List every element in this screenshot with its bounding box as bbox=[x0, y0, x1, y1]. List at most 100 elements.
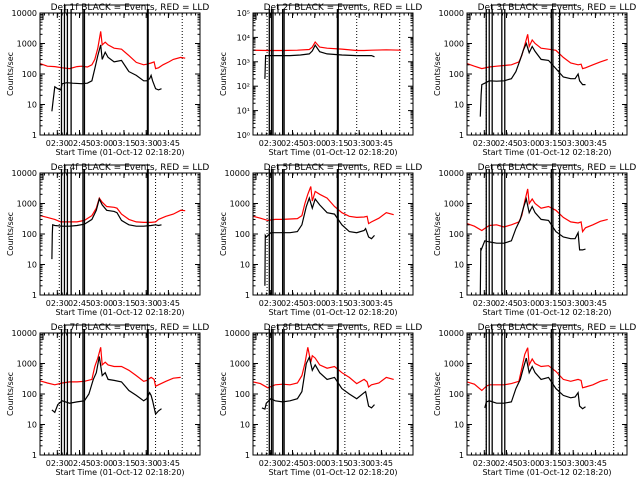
plot-frame bbox=[252, 172, 414, 296]
x-tick-label: 03:00 bbox=[90, 139, 113, 148]
y-tick-label: 100 bbox=[449, 70, 464, 79]
x-tick-label: 03:45 bbox=[584, 459, 607, 468]
panel-title: Det 5f BLACK = Events, RED = LLD bbox=[264, 163, 423, 173]
y-tick-label: 100 bbox=[235, 230, 250, 239]
panel-title: Det 1f BLACK = Events, RED = LLD bbox=[51, 3, 210, 13]
x-tick-label: 03:45 bbox=[370, 299, 393, 308]
y-tick-label: 1 bbox=[245, 291, 250, 300]
x-tick-label: 03:30 bbox=[135, 299, 158, 308]
y-tick-label: 1000 bbox=[17, 40, 37, 49]
y-tick-label: 100 bbox=[235, 390, 250, 399]
y-tick-label: 100 bbox=[22, 390, 37, 399]
panel-title: Det 9f BLACK = Events, RED = LLD bbox=[478, 323, 637, 333]
x-tick-label: 03:30 bbox=[348, 459, 371, 468]
y-tick-label: 10000 bbox=[439, 329, 464, 338]
y-tick-label: 1000 bbox=[17, 360, 37, 369]
y-tick-label: 10000 bbox=[12, 9, 37, 18]
x-tick-label: 03:00 bbox=[517, 459, 540, 468]
panel-title: Det 7f BLACK = Events, RED = LLD bbox=[51, 323, 210, 333]
lld-series-line bbox=[39, 31, 186, 70]
x-tick-label: 03:45 bbox=[584, 299, 607, 308]
lld-series-line bbox=[252, 186, 394, 225]
y-tick-label: 100 bbox=[449, 230, 464, 239]
x-axis-title: Start Time (01-Oct-12 02:18:20) bbox=[482, 148, 611, 157]
panel-det-6: Det 6f BLACK = Events, RED = LLD 1 10 100 10… bbox=[433, 163, 636, 317]
x-tick-label: 02:30 bbox=[473, 139, 496, 148]
y-axis-title: Counts/sec bbox=[433, 372, 442, 416]
y-tick-label: 100 bbox=[449, 390, 464, 399]
plot-frame bbox=[252, 12, 414, 136]
x-axis-title: Start Time (01-Oct-12 02:18:20) bbox=[55, 468, 184, 477]
y-axis-title: Counts/sec bbox=[219, 372, 228, 416]
x-tick-label: 03:15 bbox=[325, 139, 348, 148]
x-tick-label: 03:00 bbox=[303, 459, 326, 468]
x-tick-label: 02:45 bbox=[495, 139, 518, 148]
panel-det-3: Det 3f BLACK = Events, RED = LLD 1 10 100 10… bbox=[433, 3, 636, 157]
events-series-line bbox=[479, 196, 586, 296]
x-tick-label: 03:45 bbox=[157, 299, 180, 308]
y-tick-label: 1 bbox=[245, 451, 250, 460]
y-tick-label: 1000 bbox=[17, 200, 37, 209]
x-tick-label: 03:45 bbox=[370, 139, 393, 148]
plot-frame bbox=[466, 172, 628, 296]
panel-title: Det 4f BLACK = Events, RED = LLD bbox=[51, 163, 210, 173]
y-tick-label: 10000 bbox=[12, 169, 37, 178]
y-tick-label: 10³ bbox=[237, 58, 250, 67]
y-tick-label: 10 bbox=[240, 261, 250, 270]
x-tick-label: 02:45 bbox=[495, 299, 518, 308]
panel-det-1: Det 1f BLACK = Events, RED = LLD 1 10 100 10… bbox=[6, 3, 209, 157]
y-tick-label: 100 bbox=[22, 70, 37, 79]
y-axis-title: Counts/sec bbox=[6, 212, 15, 256]
y-tick-label: 1 bbox=[459, 291, 464, 300]
x-tick-label: 03:30 bbox=[135, 459, 158, 468]
y-tick-label: 10⁵ bbox=[237, 9, 250, 18]
events-series-line bbox=[51, 197, 162, 260]
x-tick-label: 02:45 bbox=[281, 299, 304, 308]
x-tick-label: 03:45 bbox=[370, 459, 393, 468]
x-tick-label: 03:30 bbox=[348, 139, 371, 148]
y-axis-title: Counts/sec bbox=[219, 212, 228, 256]
lld-series-line bbox=[39, 196, 186, 224]
events-series-line bbox=[51, 44, 162, 112]
x-tick-label: 03:15 bbox=[539, 459, 562, 468]
x-tick-label: 03:15 bbox=[325, 459, 348, 468]
y-tick-label: 10⁴ bbox=[237, 33, 250, 42]
x-tick-label: 02:45 bbox=[281, 139, 304, 148]
x-tick-label: 02:45 bbox=[281, 459, 304, 468]
y-tick-label: 10 bbox=[454, 101, 464, 110]
y-tick-label: 1 bbox=[459, 451, 464, 460]
x-tick-label: 02:45 bbox=[68, 299, 91, 308]
x-tick-label: 03:15 bbox=[539, 299, 562, 308]
x-tick-label: 02:30 bbox=[473, 299, 496, 308]
x-tick-label: 03:30 bbox=[135, 139, 158, 148]
x-tick-label: 02:30 bbox=[259, 459, 282, 468]
y-tick-label: 10000 bbox=[225, 329, 250, 338]
y-tick-label: 10 bbox=[454, 421, 464, 430]
y-tick-label: 10 bbox=[240, 421, 250, 430]
y-tick-label: 10000 bbox=[439, 169, 464, 178]
panel-det-5: Det 5f BLACK = Events, RED = LLD 1 10 100 10… bbox=[219, 163, 422, 317]
y-tick-label: 1000 bbox=[444, 360, 464, 369]
x-tick-label: 03:00 bbox=[90, 459, 113, 468]
x-tick-label: 02:30 bbox=[259, 139, 282, 148]
lld-series-line bbox=[252, 40, 402, 52]
events-series-line bbox=[264, 44, 375, 79]
x-axis-title: Start Time (01-Oct-12 02:18:20) bbox=[268, 468, 397, 477]
x-tick-label: 03:45 bbox=[157, 139, 180, 148]
y-tick-label: 100 bbox=[22, 230, 37, 239]
y-tick-label: 1000 bbox=[444, 40, 464, 49]
x-axis-title: Start Time (01-Oct-12 02:18:20) bbox=[482, 468, 611, 477]
plot-frame bbox=[252, 332, 414, 456]
panel-title: Det 2f BLACK = Events, RED = LLD bbox=[264, 3, 423, 13]
y-axis-title: Counts/sec bbox=[6, 372, 15, 416]
x-tick-label: 03:15 bbox=[112, 299, 135, 308]
x-tick-label: 02:45 bbox=[68, 459, 91, 468]
x-axis-title: Start Time (01-Oct-12 02:18:20) bbox=[268, 308, 397, 317]
x-tick-label: 03:30 bbox=[562, 299, 585, 308]
events-series-line bbox=[484, 357, 586, 410]
lld-series-line bbox=[252, 347, 394, 389]
y-axis-title: Counts/sec bbox=[433, 52, 442, 96]
y-tick-label: 1 bbox=[32, 451, 37, 460]
x-tick-label: 03:15 bbox=[112, 139, 135, 148]
y-tick-label: 10 bbox=[27, 261, 37, 270]
